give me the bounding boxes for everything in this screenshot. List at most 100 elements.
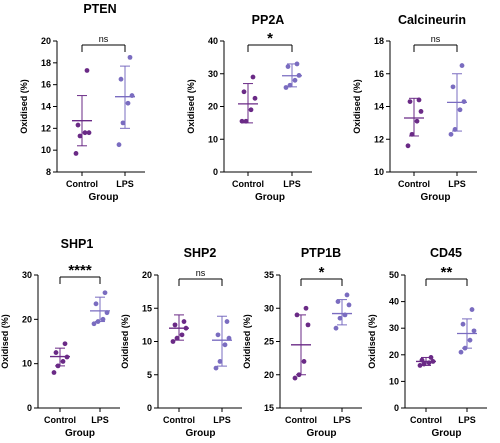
- data-point: [344, 292, 350, 298]
- y-tick-label: 30: [22, 270, 32, 280]
- data-point: [75, 122, 81, 128]
- data-point: [170, 339, 176, 344]
- data-point: [458, 349, 464, 355]
- chart-title: PTEN: [83, 2, 116, 16]
- data-point: [116, 142, 122, 148]
- data-point: [469, 307, 475, 312]
- data-point: [430, 359, 436, 364]
- y-tick-label: 20: [264, 370, 274, 380]
- data-point: [104, 310, 110, 316]
- data-point: [84, 68, 90, 73]
- data-point: [243, 118, 249, 124]
- chart-panel: SHP2 0 5 10 15 20 Control LPS Group Oxidised (%) n…: [120, 246, 242, 439]
- y-tick-label: 20: [22, 314, 32, 324]
- y-tick-label: 10: [142, 337, 152, 347]
- x-axis-label: Group: [186, 428, 216, 439]
- data-point: [462, 345, 468, 351]
- data-point: [239, 118, 245, 124]
- y-tick-label: 20: [389, 350, 399, 360]
- y-tick-label: 10: [22, 359, 32, 369]
- x-tick-label: Control: [285, 415, 317, 425]
- data-point: [342, 312, 348, 318]
- data-point: [417, 363, 423, 368]
- data-point: [303, 305, 309, 311]
- y-tick-label: 14: [374, 102, 384, 112]
- data-point: [292, 77, 298, 83]
- data-point: [335, 299, 341, 304]
- chart-title: CD45: [430, 246, 462, 260]
- y-tick-label: 14: [41, 102, 51, 112]
- x-tick-label: LPS: [116, 179, 134, 189]
- y-tick-label: 10: [208, 134, 218, 144]
- x-tick-label: Control: [44, 415, 76, 425]
- data-point: [419, 357, 425, 363]
- data-point: [414, 118, 420, 124]
- y-tick-label: 30: [264, 303, 274, 313]
- data-point: [51, 370, 57, 375]
- chart-panel: Calcineurin 10 12 14 16 18 Control LPS Group Oxid…: [352, 13, 477, 203]
- significance-label: **: [441, 264, 453, 281]
- y-tick-label: 12: [374, 134, 384, 144]
- x-tick-label: LPS: [458, 415, 476, 425]
- significance-label: ns: [99, 34, 109, 44]
- data-point: [222, 342, 228, 348]
- y-tick-label: 8: [46, 167, 51, 177]
- significance-label: ****: [68, 262, 92, 279]
- data-point: [461, 99, 467, 104]
- x-tick-label: Control: [163, 415, 195, 425]
- data-point: [292, 375, 298, 381]
- data-point: [294, 61, 300, 67]
- data-point: [73, 151, 79, 156]
- y-tick-label: 12: [41, 123, 51, 133]
- significance-label: ns: [196, 268, 206, 278]
- y-tick-label: 40: [389, 297, 399, 307]
- y-tick-label: 40: [208, 36, 218, 46]
- y-axis-label: Oxidised (%): [242, 314, 252, 369]
- chart-title: Calcineurin: [398, 13, 466, 27]
- data-point: [82, 130, 88, 136]
- data-point: [241, 89, 247, 95]
- data-point: [252, 95, 258, 101]
- data-point: [421, 361, 427, 367]
- data-point: [294, 312, 300, 318]
- data-point: [62, 341, 68, 347]
- x-axis-label: Group: [432, 428, 462, 439]
- x-axis-label: Group: [65, 428, 95, 439]
- chart-panel: CD45 0 10 20 30 40 50 Control LPS Group Oxidised (…: [367, 246, 487, 439]
- data-point: [460, 321, 466, 327]
- y-axis-label: Oxidised (%): [19, 79, 29, 134]
- data-point: [296, 372, 302, 378]
- data-point: [215, 332, 221, 338]
- chart-panel: PP2A 0 10 20 30 40 Control LPS Group Oxidised (%)…: [186, 13, 312, 203]
- data-point: [428, 355, 434, 360]
- y-tick-label: 20: [41, 36, 51, 46]
- data-point: [301, 359, 307, 364]
- data-point: [77, 133, 83, 139]
- data-point: [60, 359, 66, 364]
- x-tick-label: Control: [398, 179, 430, 189]
- data-point: [337, 315, 343, 321]
- chart-panel: SHP1 0 10 20 30 Control LPS Group Oxidised (%) **…: [0, 237, 120, 439]
- data-point: [448, 131, 454, 137]
- data-point: [296, 72, 302, 78]
- data-point: [346, 302, 352, 308]
- y-tick-label: 30: [389, 323, 399, 333]
- significance-label: *: [319, 264, 325, 281]
- chart-panel: PTP1B 15 20 25 30 35 Control LPS Group Oxidised (…: [242, 246, 362, 439]
- y-tick-label: 18: [374, 36, 384, 46]
- data-point: [181, 319, 187, 324]
- data-point: [405, 143, 411, 149]
- y-tick-label: 16: [374, 69, 384, 79]
- chart-panel: PTEN 8 10 12 14 16 18 20 Control LPS Group Oxidised…: [19, 2, 145, 203]
- data-point: [53, 350, 59, 355]
- data-point: [226, 335, 232, 341]
- data-point: [174, 335, 180, 341]
- y-tick-label: 5: [147, 370, 152, 380]
- data-point: [248, 107, 254, 113]
- y-axis-label: Oxidised (%): [352, 79, 362, 134]
- significance-label: ns: [431, 34, 441, 44]
- y-tick-label: 0: [213, 167, 218, 177]
- x-tick-label: LPS: [91, 415, 109, 425]
- data-point: [305, 322, 311, 328]
